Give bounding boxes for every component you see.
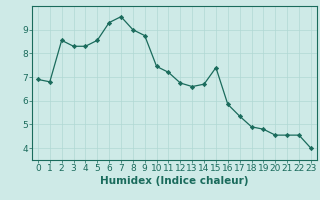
- X-axis label: Humidex (Indice chaleur): Humidex (Indice chaleur): [100, 176, 249, 186]
